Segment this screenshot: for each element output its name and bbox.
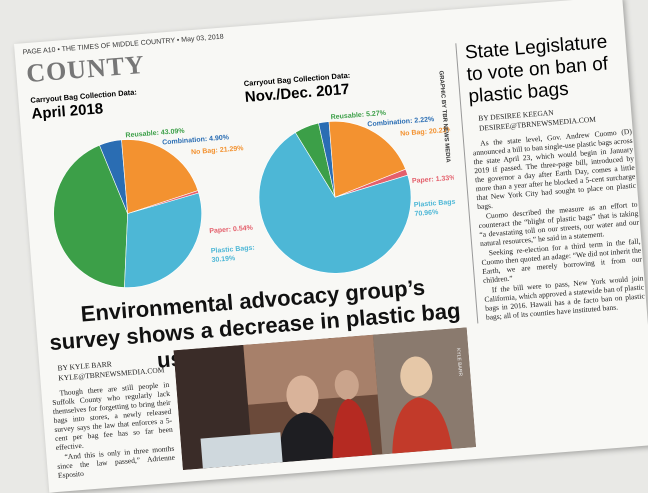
pie-slice <box>328 120 407 198</box>
main-body: BY KYLE BARR KYLE@TBRNEWSMEDIA.COM Thoug… <box>49 355 176 481</box>
value-label: 5.27% <box>366 110 387 119</box>
charts: Carryout Bag Collection Data:April 2018R… <box>30 71 458 288</box>
photo: KYLE BARR <box>173 327 477 471</box>
value-label: 70.96% <box>414 209 439 218</box>
slice-label: Plastic Bags: <box>211 245 255 255</box>
value-label: 30.19% <box>211 255 236 264</box>
value-label: 4.90% <box>209 134 230 143</box>
value-label: 1.33% <box>435 175 456 184</box>
slice-label: Reusable: <box>330 112 364 122</box>
value-label: 21.29% <box>220 145 245 154</box>
value-label: 43.09% <box>161 128 186 137</box>
section-title: COUNTY <box>25 49 146 89</box>
paragraph: Though there are still people in Suffolk… <box>51 379 174 452</box>
sidebar-headline: State Legislature to vote on ban of plas… <box>464 31 609 108</box>
pie-slice <box>53 144 128 288</box>
value-label: 2.22% <box>414 116 435 125</box>
sidebar: State Legislature to vote on ban of plas… <box>455 30 646 324</box>
chart-subtitle: April 2018 <box>31 100 104 123</box>
slice-label: Combination: <box>367 118 413 129</box>
photo-credit: KYLE BARR <box>455 348 463 377</box>
slice-label: Paper: <box>412 176 434 185</box>
pie-slice <box>258 132 412 274</box>
slice-label: Paper: <box>209 226 231 235</box>
paragraph: As the state level, Gov. Andrew Cuomo (D… <box>472 126 637 212</box>
value-label: 20.23% <box>429 127 454 136</box>
slice-label: Reusable: <box>125 130 159 140</box>
slice-label: No Bag: <box>400 129 427 138</box>
value-label: 0.54% <box>233 225 254 234</box>
main-paragraphs: Though there are still people in Suffolk… <box>51 380 176 480</box>
sidebar-body: As the state level, Gov. Andrew Cuomo (D… <box>472 127 646 322</box>
page: PAGE A10 • THE TIMES OF MIDDLE COUNTRY •… <box>14 0 648 493</box>
newspaper: PAGE A10 • THE TIMES OF MIDDLE COUNTRY •… <box>14 0 648 493</box>
slice-label: Combination: <box>162 136 208 147</box>
pie-slice <box>121 139 199 215</box>
slice-label: Plastic Bags: <box>414 199 458 209</box>
pie-slice <box>124 192 202 288</box>
slice-label: No Bag: <box>191 147 218 156</box>
